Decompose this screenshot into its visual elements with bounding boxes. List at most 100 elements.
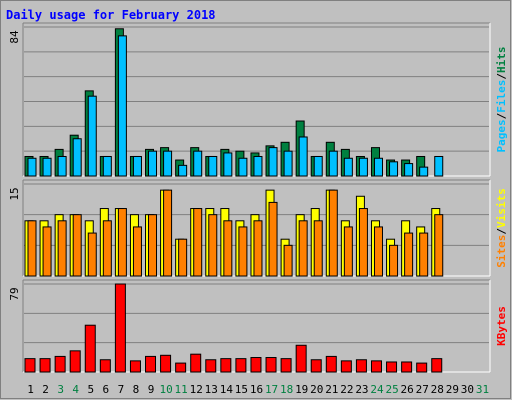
x-tick-label-day-7: 7 (118, 383, 125, 396)
panel-kbytes-legend: KBytes (495, 306, 508, 346)
x-tick-label-day-3: 3 (57, 383, 64, 396)
bar-files-day-12 (193, 150, 203, 177)
bar-sites-day-18 (283, 244, 293, 277)
bar-sites-day-8 (132, 226, 142, 277)
bar-kbytes-day-25 (386, 361, 398, 373)
bar-kbytes-day-8 (129, 360, 141, 373)
bar-files-day-14 (223, 152, 233, 177)
x-tick-label-day-29: 29 (446, 383, 459, 396)
x-tick-label-day-24: 24 (370, 383, 384, 396)
x-tick-label-day-12: 12 (190, 383, 203, 396)
bar-kbytes-day-15 (235, 358, 247, 373)
bar-files-day-24 (373, 157, 383, 177)
panel-hits-files-pages: 84 Pages/Files/Hits (8, 22, 508, 177)
bar-kbytes-day-26 (401, 361, 413, 373)
bar-sites-day-28 (434, 214, 444, 277)
panel-hits-files-pages-max-label: 84 (8, 30, 21, 44)
x-tick-label-day-31: 31 (476, 383, 489, 396)
bar-sites-day-11 (178, 238, 188, 277)
bar-kbytes-day-13 (205, 359, 217, 373)
bar-files-day-3 (57, 155, 67, 177)
panel-visits-sites-max-label: 15 (8, 187, 21, 200)
bar-kbytes-day-1 (24, 358, 36, 373)
bar-kbytes-day-27 (416, 362, 428, 373)
legend-entry: Pages (495, 119, 508, 152)
bar-sites-day-21 (328, 189, 338, 277)
bar-sites-day-19 (298, 220, 308, 277)
bar-kbytes-day-12 (190, 353, 202, 373)
bar-kbytes-day-7 (114, 283, 126, 373)
x-tick-label-day-13: 13 (205, 383, 218, 396)
bar-files-day-21 (328, 150, 338, 177)
bar-files-day-2 (42, 157, 52, 177)
bar-files-day-16 (253, 155, 263, 177)
bar-sites-day-7 (117, 208, 127, 277)
bar-files-day-6 (102, 155, 112, 177)
bar-files-day-13 (208, 155, 218, 177)
bar-files-day-11 (178, 164, 188, 177)
legend-entry: Sites (495, 235, 508, 268)
x-tick-label-day-27: 27 (416, 383, 429, 396)
bar-files-day-26 (404, 163, 414, 177)
x-tick-label-day-2: 2 (42, 383, 49, 396)
bar-sites-day-25 (389, 244, 399, 277)
panel-hits-files-pages-legend: Pages/Files/Hits (495, 47, 508, 153)
bar-kbytes-day-9 (145, 355, 157, 373)
bar-sites-day-22 (343, 226, 353, 277)
bar-sites-day-3 (57, 220, 67, 277)
x-tick-label-day-15: 15 (235, 383, 248, 396)
panel-hits-files-pages-plot-area (23, 23, 490, 176)
bar-files-day-17 (268, 147, 278, 177)
bar-sites-day-12 (193, 208, 203, 277)
x-tick-label-day-4: 4 (72, 383, 79, 396)
x-tick-label-day-19: 19 (295, 383, 308, 396)
panel-kbytes: 79 KBytes (8, 279, 508, 373)
panel-kbytes-max-label: 79 (8, 287, 21, 300)
bar-sites-day-2 (42, 226, 52, 277)
bar-files-day-20 (313, 155, 323, 177)
bar-kbytes-day-14 (220, 358, 232, 373)
legend-entry: KBytes (495, 306, 508, 346)
bar-files-day-10 (163, 150, 173, 177)
bar-sites-day-26 (404, 232, 414, 277)
x-tick-label-day-16: 16 (250, 383, 263, 396)
x-tick-label-day-25: 25 (385, 383, 398, 396)
x-tick-label-day-8: 8 (133, 383, 140, 396)
x-tick-label-day-5: 5 (87, 383, 94, 396)
bar-sites-day-6 (102, 220, 112, 277)
bar-sites-day-17 (268, 201, 278, 277)
bar-files-day-8 (132, 155, 142, 177)
panel-kbytes-plot-area (23, 280, 490, 372)
bar-files-day-25 (389, 161, 399, 177)
bar-sites-day-20 (313, 220, 323, 277)
bar-kbytes-day-11 (175, 362, 187, 373)
legend-entry: Hits (495, 47, 508, 74)
bar-files-day-1 (27, 157, 37, 177)
panel-visits-sites: 15 Sites/Visits (8, 179, 508, 277)
bar-kbytes-day-17 (265, 357, 277, 373)
x-tick-label-day-11: 11 (175, 383, 188, 396)
x-tick-label-day-26: 26 (401, 383, 414, 396)
legend-entry: Visits (495, 188, 508, 228)
bar-sites-day-27 (419, 232, 429, 277)
bar-files-day-23 (358, 157, 368, 177)
bar-files-day-18 (283, 150, 293, 177)
bar-files-day-27 (419, 166, 429, 177)
bar-files-day-9 (148, 150, 158, 177)
bar-kbytes-day-21 (325, 355, 337, 373)
bar-kbytes-day-19 (295, 344, 307, 373)
bar-sites-day-24 (373, 226, 383, 277)
bar-sites-day-13 (208, 214, 218, 277)
x-tick-label-day-6: 6 (103, 383, 110, 396)
bar-files-day-5 (87, 95, 97, 177)
x-tick-label-day-28: 28 (431, 383, 444, 396)
x-tick-label-day-10: 10 (159, 383, 172, 396)
bar-files-day-22 (343, 157, 353, 177)
bar-kbytes-day-10 (160, 354, 172, 373)
bar-sites-day-16 (253, 220, 263, 277)
x-tick-label-day-22: 22 (340, 383, 353, 396)
bar-sites-day-14 (223, 220, 233, 277)
